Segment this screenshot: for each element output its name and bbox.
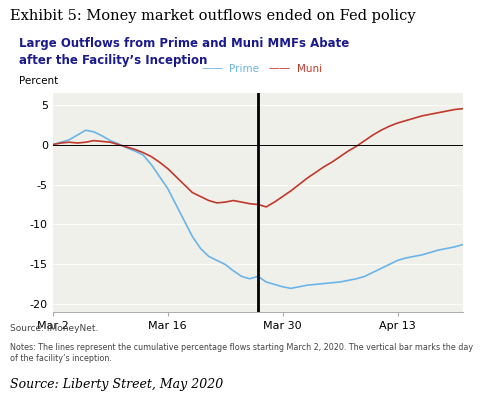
Text: Source: Liberty Street, May 2020: Source: Liberty Street, May 2020 <box>10 378 223 391</box>
Text: Exhibit 5: Money market outflows ended on Fed policy: Exhibit 5: Money market outflows ended o… <box>10 9 415 23</box>
Text: Percent: Percent <box>19 76 59 86</box>
Text: Notes: The lines represent the cumulative percentage flows starting March 2, 202: Notes: The lines represent the cumulativ… <box>10 343 473 363</box>
Text: ——: —— <box>269 64 291 73</box>
Text: Large Outflows from Prime and Muni MMFs Abate
after the Facility’s Inception: Large Outflows from Prime and Muni MMFs … <box>19 37 349 67</box>
Text: Muni: Muni <box>297 64 322 73</box>
Text: Prime: Prime <box>229 64 259 73</box>
Text: ——: —— <box>202 64 224 73</box>
Text: Source: iMoneyNet.: Source: iMoneyNet. <box>10 324 98 333</box>
